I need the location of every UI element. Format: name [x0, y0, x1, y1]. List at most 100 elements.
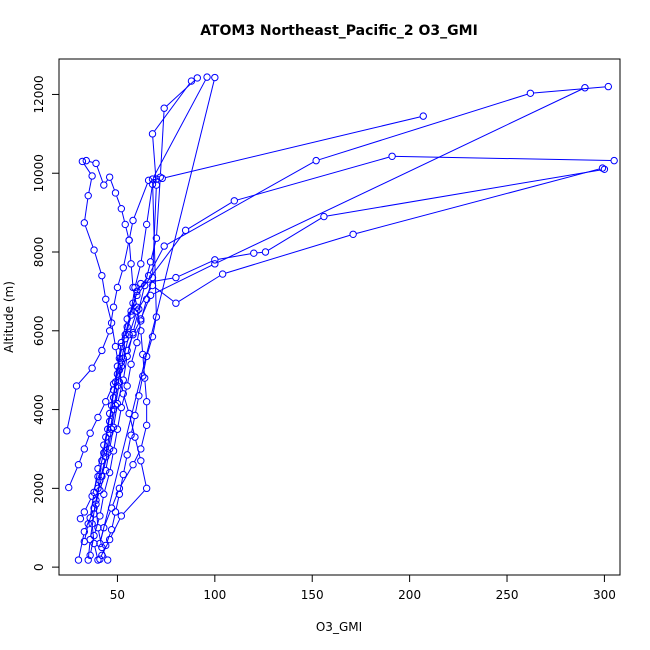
- data-point: [419, 112, 427, 120]
- series-profile-4: [92, 82, 613, 564]
- data-point: [156, 173, 164, 181]
- data-point: [610, 156, 618, 165]
- series-segment: [110, 518, 121, 537]
- data-point: [119, 264, 127, 272]
- series-segment: [141, 302, 147, 318]
- data-point: [144, 176, 153, 185]
- series-segment: [115, 385, 120, 403]
- series-layer: [63, 73, 618, 564]
- data-point: [131, 433, 139, 441]
- series-segment: [84, 526, 89, 539]
- series-segment: [121, 211, 125, 222]
- series-segment: [92, 503, 96, 521]
- data-point: [109, 447, 118, 455]
- y-tick-label: 10000: [32, 154, 46, 192]
- data-point: [218, 270, 227, 278]
- data-point: [105, 535, 114, 544]
- y-axis: 0 2000 4000 6000 8000 10000 12000: [32, 75, 60, 571]
- data-point: [96, 539, 104, 548]
- data-point: [139, 350, 147, 359]
- data-point: [142, 397, 151, 406]
- series-segment: [102, 542, 109, 553]
- series-segment: [146, 187, 153, 222]
- series-segment: [138, 232, 185, 294]
- series-segment: [113, 290, 118, 305]
- data-point: [131, 283, 139, 292]
- data-point: [105, 445, 114, 453]
- series-segment: [147, 280, 153, 297]
- series-segment: [111, 514, 116, 527]
- data-point: [96, 512, 104, 520]
- series-segment: [93, 353, 101, 366]
- series-segment: [133, 290, 137, 305]
- series-segment: [94, 252, 102, 273]
- series-segment: [84, 198, 89, 220]
- series-segment: [104, 510, 111, 525]
- series-segment: [117, 410, 122, 427]
- series-segment: [133, 451, 140, 463]
- series-segment: [102, 455, 108, 474]
- series-segment: [94, 546, 98, 558]
- data-point: [90, 539, 98, 548]
- data-point: [109, 380, 118, 388]
- series-profile-8: [80, 74, 202, 546]
- data-point: [125, 236, 133, 244]
- series-segment: [116, 195, 121, 206]
- series-profile-6: [63, 112, 427, 435]
- series-segment: [115, 497, 120, 509]
- data-point: [102, 295, 110, 303]
- data-point: [107, 504, 116, 512]
- data-point: [80, 527, 89, 536]
- data-point: [80, 537, 89, 546]
- series-segment: [125, 314, 131, 332]
- series-segment: [83, 163, 91, 174]
- data-point: [141, 374, 149, 382]
- data-point: [133, 303, 141, 311]
- series-segment: [165, 116, 421, 179]
- series-segment: [129, 313, 137, 332]
- series-segment: [135, 266, 141, 285]
- series-segment: [115, 349, 120, 368]
- data-point: [92, 159, 100, 168]
- series-segment: [100, 473, 106, 488]
- data-point: [129, 283, 137, 292]
- x-tick-label: 250: [496, 588, 519, 602]
- series-segment: [138, 379, 143, 393]
- series-segment: [111, 385, 116, 403]
- data-point: [152, 234, 161, 242]
- data-point: [211, 260, 219, 268]
- series-segment: [105, 179, 109, 183]
- series-segment: [85, 498, 92, 510]
- data-point: [142, 295, 151, 303]
- data-point: [78, 157, 87, 166]
- series-segment: [140, 333, 143, 352]
- y-tick-label: 8000: [32, 237, 46, 268]
- data-point: [98, 346, 106, 355]
- data-point: [123, 382, 131, 390]
- data-point: [604, 82, 613, 91]
- data-point: [109, 423, 118, 431]
- series-segment: [117, 270, 123, 285]
- data-point: [137, 315, 145, 323]
- data-point: [142, 421, 151, 430]
- chart-title: ATOM3 Northeast_Pacific_2 O3_GMI: [200, 23, 478, 39]
- data-point: [600, 165, 609, 173]
- data-point: [80, 219, 89, 227]
- y-tick-label: 0: [32, 563, 46, 571]
- data-point: [105, 468, 114, 477]
- series-profile-2: [84, 152, 618, 564]
- data-point: [129, 216, 137, 225]
- data-point: [127, 311, 135, 319]
- data-point: [86, 429, 94, 437]
- data-point: [123, 352, 131, 361]
- data-point: [74, 461, 83, 469]
- data-point: [98, 551, 106, 560]
- data-point: [320, 212, 328, 221]
- data-point: [137, 317, 145, 325]
- series-segment: [188, 202, 232, 230]
- series-segment: [144, 381, 147, 399]
- data-point: [121, 220, 129, 229]
- series-segment: [395, 155, 611, 162]
- data-point: [152, 181, 161, 189]
- y-tick-label: 4000: [32, 394, 46, 425]
